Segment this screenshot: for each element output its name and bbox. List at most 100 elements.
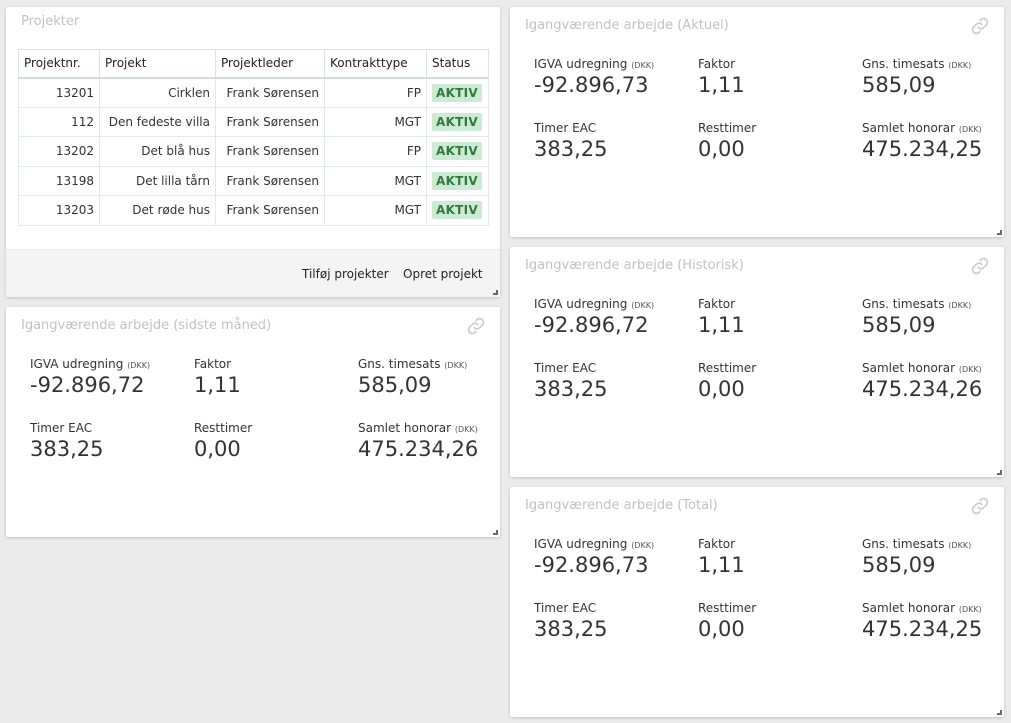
metric-value: 0,00	[698, 137, 745, 161]
metric-label: Resttimer	[698, 601, 757, 615]
metric-label: IGVA udregning	[534, 537, 628, 551]
metric-label: Gns. timesats	[358, 357, 441, 371]
cell-status: AKTIV	[426, 77, 489, 108]
cell-nr: 112	[18, 106, 100, 137]
metric-faktor: Faktor 1,11	[194, 357, 344, 397]
metric-timer-eac: Timer EAC 383,25	[534, 601, 684, 641]
cell-project: Cirklen	[99, 77, 216, 108]
link-icon[interactable]	[466, 316, 486, 336]
metric-honorar: Samlet honorar (DKK) 475.234,26	[862, 361, 1011, 401]
cell-status: AKTIV	[426, 195, 489, 226]
col-header-type[interactable]: Kontrakttype	[324, 49, 427, 79]
wip-last-month-card: Igangværende arbejde (sidste måned) IGVA…	[6, 307, 500, 537]
metric-honorar: Samlet honorar (DKK) 475.234,25	[862, 121, 1011, 161]
projects-footer: Tilføj projekter Opret projekt	[6, 249, 500, 297]
metric-value: 1,11	[698, 313, 745, 337]
resize-handle-icon[interactable]	[493, 290, 498, 295]
metric-timesats: Gns. timesats (DKK) 585,09	[862, 57, 1011, 97]
cell-status: AKTIV	[426, 106, 489, 137]
table-row[interactable]: 13202 Det blå hus Frank Sørensen FP AKTI…	[18, 136, 489, 167]
card-title: Igangværende arbejde (Historisk)	[525, 258, 744, 273]
projects-table: Projektnr. Projekt Projektleder Kontrakt…	[18, 49, 489, 226]
table-row[interactable]: 13198 Det lilla tårn Frank Sørensen MGT …	[18, 165, 489, 196]
resize-handle-icon[interactable]	[997, 710, 1002, 715]
table-row[interactable]: 112 Den fedeste villa Frank Sørensen MGT…	[18, 106, 489, 137]
cell-status: AKTIV	[426, 165, 489, 196]
cell-nr: 13203	[18, 195, 100, 226]
wip-total-card: Igangværende arbejde (Total) IGVA udregn…	[510, 487, 1004, 717]
metric-value: 475.234,26	[358, 437, 479, 461]
card-title: Igangværende arbejde (sidste måned)	[21, 318, 272, 333]
metric-label: Timer EAC	[534, 121, 597, 135]
metric-label: Samlet honorar	[862, 121, 956, 135]
table-header-row: Projektnr. Projekt Projektleder Kontrakt…	[18, 49, 489, 79]
status-badge: AKTIV	[432, 83, 483, 102]
col-header-nr[interactable]: Projektnr.	[18, 49, 100, 79]
metric-resttimer: Resttimer 0,00	[194, 421, 344, 461]
cell-leader: Frank Sørensen	[215, 165, 325, 196]
link-icon[interactable]	[970, 256, 990, 276]
cell-type: MGT	[324, 195, 427, 226]
metric-label: Gns. timesats	[862, 297, 945, 311]
metric-value: 0,00	[698, 377, 745, 401]
col-header-project[interactable]: Projekt	[99, 49, 216, 79]
metric-unit: (DKK)	[958, 125, 982, 134]
metric-label: Timer EAC	[30, 421, 93, 435]
metric-value: -92.896,73	[534, 73, 649, 97]
cell-nr: 13202	[18, 136, 100, 167]
metric-faktor: Faktor 1,11	[698, 537, 848, 577]
metric-unit: (DKK)	[958, 605, 982, 614]
metric-value: 383,25	[30, 437, 104, 461]
metric-value: 383,25	[534, 137, 608, 161]
metric-unit: (DKK)	[454, 425, 478, 434]
add-projects-button[interactable]: Tilføj projekter	[302, 267, 389, 281]
col-header-status[interactable]: Status	[426, 49, 489, 79]
metric-value: 1,11	[698, 553, 745, 577]
cell-leader: Frank Sørensen	[215, 195, 325, 226]
metric-value: 383,25	[534, 617, 608, 641]
link-icon[interactable]	[970, 16, 990, 36]
metric-honorar: Samlet honorar (DKK) 475.234,26	[358, 421, 508, 461]
metric-label: Resttimer	[194, 421, 253, 435]
card-title: Igangværende arbejde (Total)	[525, 498, 718, 513]
projects-card: Projekter Projektnr. Projekt Projektlede…	[6, 7, 500, 297]
metric-label: IGVA udregning	[30, 357, 124, 371]
metric-igva: IGVA udregning (DKK) -92.896,72	[534, 297, 684, 337]
metric-value: 585,09	[862, 553, 936, 577]
cell-leader: Frank Sørensen	[215, 77, 325, 108]
metric-unit: (DKK)	[631, 301, 655, 310]
metric-value: 585,09	[358, 373, 432, 397]
metric-label: Gns. timesats	[862, 57, 945, 71]
create-project-button[interactable]: Opret projekt	[403, 267, 483, 281]
status-badge: AKTIV	[432, 171, 483, 190]
metric-timer-eac: Timer EAC 383,25	[30, 421, 180, 461]
metric-label: Faktor	[698, 297, 736, 311]
metric-value: -92.896,72	[534, 313, 649, 337]
metric-label: Faktor	[194, 357, 232, 371]
col-header-leader[interactable]: Projektleder	[215, 49, 325, 79]
metric-label: Faktor	[698, 537, 736, 551]
resize-handle-icon[interactable]	[997, 230, 1002, 235]
metric-label: Resttimer	[698, 361, 757, 375]
metric-value: 383,25	[534, 377, 608, 401]
metric-honorar: Samlet honorar (DKK) 475.234,25	[862, 601, 1011, 641]
metric-value: 1,11	[194, 373, 241, 397]
cell-type: MGT	[324, 165, 427, 196]
metric-value: 475.234,25	[862, 617, 983, 641]
cell-type: FP	[324, 77, 427, 108]
table-row[interactable]: 13201 Cirklen Frank Sørensen FP AKTIV	[18, 77, 489, 108]
metric-value: 475.234,25	[862, 137, 983, 161]
metric-unit: (DKK)	[958, 365, 982, 374]
metric-value: 0,00	[194, 437, 241, 461]
metric-faktor: Faktor 1,11	[698, 57, 848, 97]
resize-handle-icon[interactable]	[493, 530, 498, 535]
metric-timesats: Gns. timesats (DKK) 585,09	[358, 357, 508, 397]
metric-label: Samlet honorar	[862, 601, 956, 615]
metric-unit: (DKK)	[948, 61, 972, 70]
table-row[interactable]: 13203 Det røde hus Frank Sørensen MGT AK…	[18, 195, 489, 226]
cell-nr: 13201	[18, 77, 100, 108]
resize-handle-icon[interactable]	[997, 470, 1002, 475]
link-icon[interactable]	[970, 496, 990, 516]
metric-label: Timer EAC	[534, 361, 597, 375]
cell-type: MGT	[324, 106, 427, 137]
